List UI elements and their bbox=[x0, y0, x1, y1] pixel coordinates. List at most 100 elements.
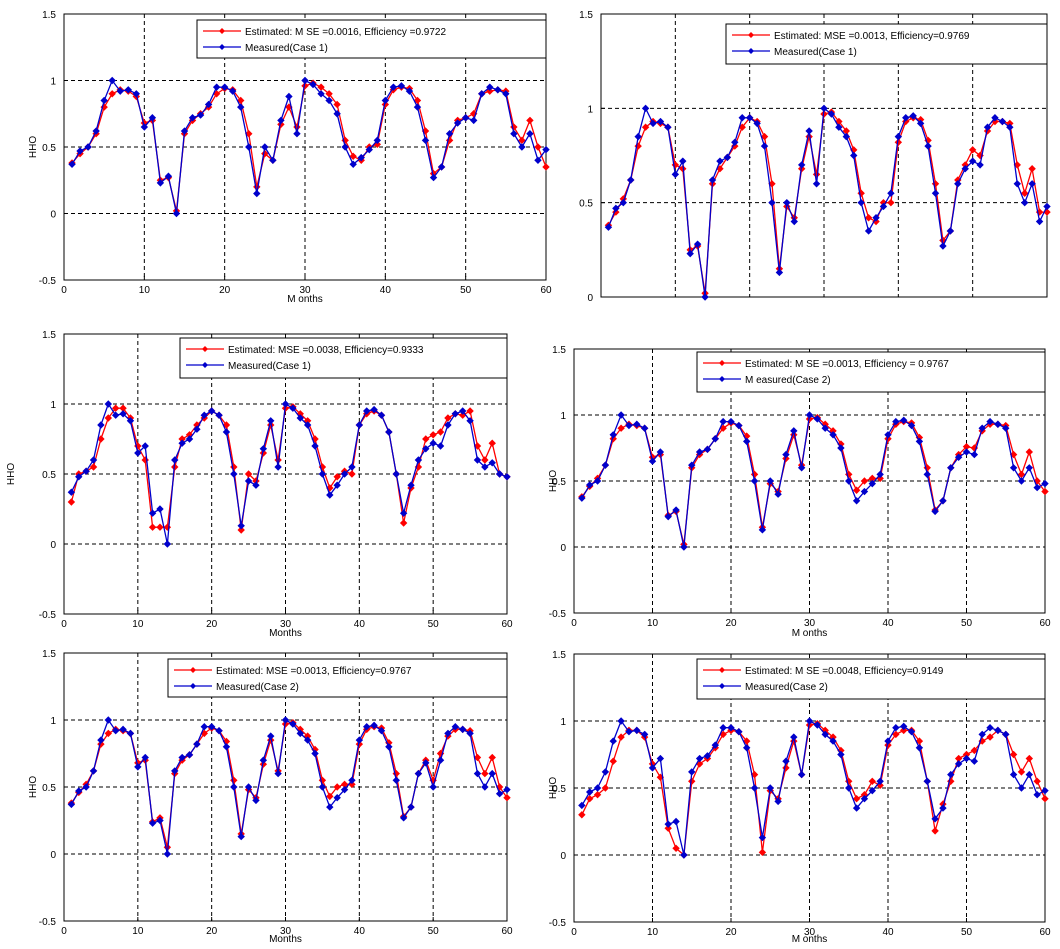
data-point-measured bbox=[473, 769, 482, 778]
data-point-measured bbox=[601, 461, 610, 469]
y-tick-label: -0.5 bbox=[39, 917, 57, 928]
data-point-measured bbox=[797, 770, 806, 779]
y-tick-label: -0.5 bbox=[39, 276, 57, 287]
data-point-measured bbox=[672, 506, 680, 514]
data-point-measured bbox=[244, 477, 253, 485]
data-point-measured bbox=[797, 161, 806, 169]
data-point-measured bbox=[104, 716, 113, 724]
data-point-measured bbox=[377, 727, 386, 735]
data-point-measured bbox=[204, 100, 213, 109]
x-tick-label: 60 bbox=[540, 285, 552, 296]
chart-panel-2: 0 0.5 1 1.5 Estimated: MSE =0.0013, Efficien… bbox=[579, 10, 1051, 304]
data-point-measured bbox=[510, 129, 518, 138]
data-point-measured bbox=[1043, 202, 1051, 211]
data-point-measured bbox=[760, 142, 769, 150]
x-tick-label: 20 bbox=[206, 926, 218, 937]
data-point-measured bbox=[719, 417, 727, 426]
data-point-estimated bbox=[1009, 450, 1018, 459]
data-point-measured bbox=[156, 179, 165, 187]
data-point-measured bbox=[727, 723, 735, 732]
data-point-measured bbox=[939, 242, 947, 250]
data-point-measured bbox=[813, 721, 822, 729]
data-point-measured bbox=[207, 407, 216, 415]
data-point-measured bbox=[526, 129, 534, 138]
data-point-measured bbox=[267, 417, 275, 425]
data-point-measured bbox=[860, 487, 869, 496]
data-point-measured bbox=[884, 737, 892, 745]
data-point-estimated bbox=[245, 129, 253, 138]
data-point-measured bbox=[193, 740, 201, 748]
y-tick-label: 0 bbox=[50, 540, 56, 551]
data-point-measured bbox=[585, 788, 594, 796]
data-point-measured bbox=[289, 720, 297, 728]
x-tick-label: 40 bbox=[354, 926, 366, 937]
data-point-measured bbox=[285, 92, 293, 101]
data-point-measured bbox=[783, 198, 791, 207]
data-point-estimated bbox=[349, 152, 357, 161]
data-point-measured bbox=[444, 421, 452, 429]
data-point-estimated bbox=[148, 523, 157, 531]
data-point-measured bbox=[495, 470, 504, 478]
data-point-measured bbox=[381, 96, 390, 105]
data-point-measured bbox=[111, 411, 120, 419]
data-point-measured bbox=[453, 119, 462, 127]
x-tick-label: 10 bbox=[139, 285, 151, 296]
data-point-estimated bbox=[67, 498, 76, 506]
data-point-measured bbox=[813, 415, 822, 423]
data-point-measured bbox=[656, 117, 665, 126]
data-point-estimated bbox=[444, 414, 452, 422]
data-point-estimated bbox=[860, 477, 869, 485]
legend: Estimated: MSE =0.0013, Efficiency=0.976… bbox=[167, 658, 508, 698]
data-point-measured bbox=[111, 727, 120, 735]
data-point-measured bbox=[289, 404, 297, 412]
x-tick-label: 10 bbox=[647, 618, 659, 629]
data-point-measured bbox=[326, 803, 334, 811]
x-tick-label: 20 bbox=[206, 619, 218, 630]
data-point-measured bbox=[790, 427, 798, 435]
data-point-measured bbox=[156, 816, 164, 825]
data-point-measured bbox=[1013, 180, 1021, 188]
data-point-measured bbox=[124, 86, 132, 94]
legend-entry: Measured(Case 1) bbox=[228, 361, 311, 372]
data-point-measured bbox=[341, 143, 349, 151]
data-point-measured bbox=[377, 411, 386, 419]
data-point-measured bbox=[104, 400, 113, 408]
data-point-estimated bbox=[970, 746, 979, 755]
legend: Estimated: M SE =0.0048, Efficiency=0.91… bbox=[696, 658, 1046, 700]
data-point-measured bbox=[693, 240, 702, 248]
data-point-measured bbox=[429, 439, 437, 447]
data-point-measured bbox=[267, 732, 275, 740]
data-point-estimated bbox=[526, 116, 534, 125]
data-point-measured bbox=[892, 723, 900, 732]
data-point-measured bbox=[389, 83, 398, 91]
data-point-estimated bbox=[1033, 777, 1041, 786]
data-point-measured bbox=[656, 754, 665, 763]
data-point-measured bbox=[75, 787, 83, 795]
data-point-measured bbox=[445, 129, 454, 138]
data-point-measured bbox=[797, 464, 806, 472]
data-point-measured bbox=[478, 90, 486, 98]
legend-marker bbox=[202, 346, 208, 352]
data-point-estimated bbox=[244, 470, 253, 478]
data-point-measured bbox=[68, 160, 76, 168]
data-point-measured bbox=[835, 123, 843, 131]
data-point-measured bbox=[193, 425, 201, 433]
data-point-measured bbox=[444, 729, 452, 738]
data-point-measured bbox=[1041, 786, 1049, 795]
data-point-measured bbox=[542, 145, 550, 154]
legend: Estimated: M SE =0.0013, Efficiency = 0.… bbox=[696, 351, 1046, 393]
data-point-measured bbox=[333, 110, 341, 118]
data-point-estimated bbox=[422, 435, 430, 443]
y-tick-label: 1 bbox=[50, 400, 56, 411]
legend-marker bbox=[219, 28, 225, 34]
data-point-measured bbox=[711, 435, 720, 443]
y-tick-label: 1 bbox=[50, 77, 56, 88]
data-point-measured bbox=[237, 103, 245, 111]
data-point-estimated bbox=[333, 100, 341, 109]
y-axis-label: HHO bbox=[28, 776, 39, 798]
y-tick-label: 0 bbox=[50, 210, 56, 221]
x-tick-label: 60 bbox=[501, 926, 513, 937]
data-point-measured bbox=[392, 470, 400, 478]
legend-entry: Estimated: MSE =0.0038, Efficiency=0.933… bbox=[228, 345, 424, 356]
data-point-measured bbox=[486, 83, 494, 91]
